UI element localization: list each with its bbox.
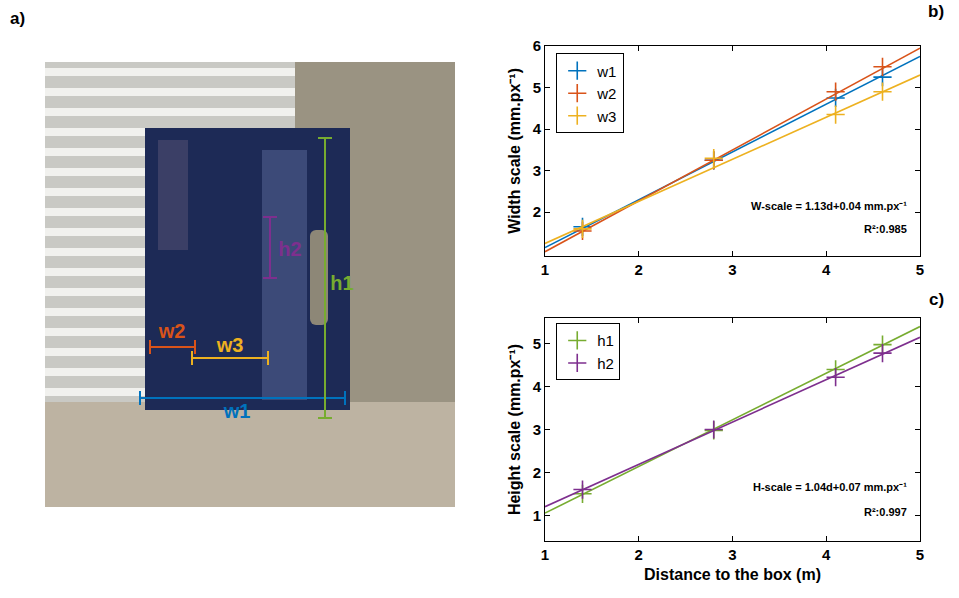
- svg-text:H-scale = 1.04d+0.07 mm.px⁻¹: H-scale = 1.04d+0.07 mm.px⁻¹: [753, 481, 907, 493]
- svg-text:Width scale (mm.px⁻¹): Width scale (mm.px⁻¹): [506, 68, 523, 234]
- svg-text:3: 3: [728, 546, 736, 563]
- svg-text:R²:0.997: R²:0.997: [864, 506, 907, 518]
- svg-text:3: 3: [533, 162, 541, 179]
- svg-text:W-scale = 1.13d+0.04 mm.px⁻¹: W-scale = 1.13d+0.04 mm.px⁻¹: [751, 200, 907, 212]
- svg-text:h2: h2: [278, 238, 301, 260]
- svg-text:5: 5: [916, 261, 924, 278]
- svg-text:4: 4: [533, 120, 542, 137]
- svg-text:b): b): [928, 2, 944, 21]
- svg-text:1: 1: [541, 261, 549, 278]
- svg-text:h1: h1: [330, 272, 353, 294]
- svg-text:1: 1: [541, 546, 549, 563]
- svg-text:3: 3: [533, 421, 541, 438]
- svg-text:a): a): [10, 9, 25, 28]
- svg-text:1: 1: [533, 507, 541, 524]
- svg-text:w2: w2: [596, 85, 616, 102]
- svg-text:2: 2: [533, 203, 541, 220]
- svg-text:4: 4: [822, 546, 831, 563]
- svg-text:2: 2: [533, 464, 541, 481]
- svg-text:2: 2: [635, 261, 643, 278]
- svg-text:3: 3: [728, 261, 736, 278]
- svg-text:5: 5: [533, 79, 541, 96]
- svg-text:4: 4: [822, 261, 831, 278]
- svg-text:w1: w1: [223, 400, 251, 422]
- svg-text:5: 5: [916, 546, 924, 563]
- svg-text:4: 4: [533, 378, 542, 395]
- svg-text:w2: w2: [158, 320, 186, 342]
- svg-text:5: 5: [533, 335, 541, 352]
- svg-text:h2: h2: [597, 355, 614, 372]
- svg-text:R²:0.985: R²:0.985: [864, 223, 907, 235]
- svg-text:w3: w3: [216, 334, 244, 356]
- svg-text:c): c): [929, 290, 944, 309]
- svg-text:2: 2: [635, 546, 643, 563]
- svg-text:w3: w3: [596, 108, 616, 125]
- svg-text:Height scale (mm.px⁻¹): Height scale (mm.px⁻¹): [506, 344, 523, 515]
- svg-text:Distance to the box (m): Distance to the box (m): [644, 566, 821, 583]
- svg-text:w1: w1: [596, 63, 616, 80]
- svg-text:h1: h1: [597, 332, 614, 349]
- svg-text:6: 6: [533, 37, 541, 54]
